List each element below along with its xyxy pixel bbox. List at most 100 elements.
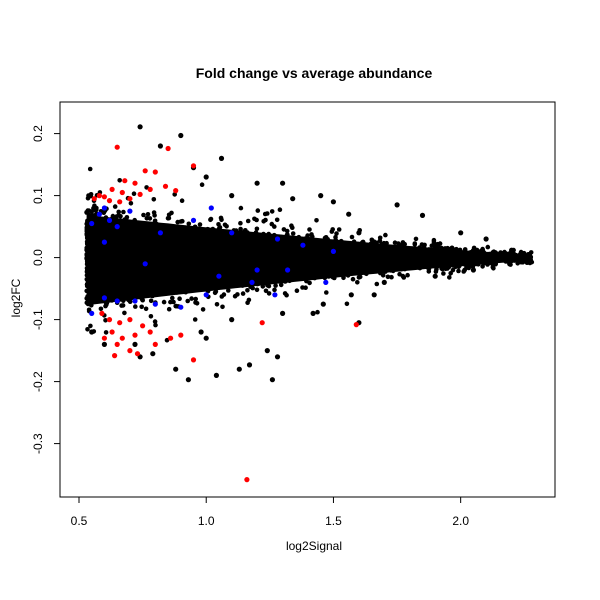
- data-point: [92, 250, 97, 255]
- data-point: [258, 246, 264, 251]
- data-point: [263, 217, 268, 223]
- data-point: [116, 209, 121, 215]
- data-point: [315, 272, 321, 278]
- y-tick-label: -0.3: [31, 433, 45, 454]
- data-point: [240, 256, 246, 262]
- black-point: [185, 377, 191, 383]
- data-point: [343, 268, 349, 274]
- data-point: [106, 295, 112, 301]
- blue-point: [96, 211, 102, 217]
- red-point: [114, 341, 120, 347]
- data-point: [333, 241, 339, 246]
- data-point: [98, 273, 103, 279]
- data-point: [85, 327, 90, 332]
- data-point: [132, 292, 137, 297]
- data-point: [104, 253, 110, 259]
- data-point: [432, 244, 437, 249]
- data-point: [114, 253, 120, 258]
- data-point: [112, 204, 118, 209]
- data-point: [185, 241, 190, 246]
- data-point: [427, 259, 433, 265]
- data-point: [446, 250, 452, 255]
- data-point: [97, 291, 103, 296]
- data-point: [383, 232, 388, 238]
- blue-point: [190, 217, 197, 223]
- black-point: [290, 196, 296, 202]
- red-point: [127, 196, 133, 202]
- data-point: [158, 255, 163, 260]
- data-point: [275, 269, 281, 274]
- data-point: [229, 263, 235, 269]
- data-point: [360, 239, 366, 245]
- black-point: [137, 124, 143, 130]
- data-point: [125, 273, 131, 278]
- data-point: [205, 247, 210, 252]
- data-point: [484, 254, 490, 259]
- data-point: [237, 282, 243, 288]
- data-point: [144, 216, 150, 221]
- blue-point: [274, 236, 281, 242]
- data-point: [137, 291, 142, 297]
- red-point: [101, 335, 107, 341]
- data-point: [285, 232, 290, 237]
- data-point: [144, 285, 150, 290]
- data-point: [344, 301, 350, 307]
- data-point: [443, 266, 448, 272]
- y-axis-label: log2FC: [9, 278, 23, 317]
- data-point: [149, 280, 155, 286]
- data-point: [94, 207, 99, 212]
- data-point: [256, 276, 261, 282]
- red-point: [134, 351, 141, 357]
- blue-point: [254, 267, 260, 273]
- black-point: [157, 143, 163, 149]
- data-point: [145, 249, 151, 254]
- data-point: [253, 254, 259, 260]
- data-point: [320, 261, 325, 266]
- data-point: [191, 262, 197, 267]
- data-point: [241, 271, 247, 276]
- data-point: [302, 261, 307, 266]
- data-point: [117, 237, 122, 243]
- data-point: [112, 242, 117, 247]
- data-point: [485, 244, 491, 250]
- data-point: [127, 224, 132, 229]
- data-point: [172, 192, 177, 197]
- data-point: [118, 214, 123, 219]
- data-point: [109, 298, 115, 303]
- data-point: [520, 260, 526, 265]
- data-point: [339, 251, 345, 257]
- data-point: [170, 226, 176, 231]
- black-point: [218, 155, 225, 161]
- data-point: [516, 253, 522, 259]
- y-tick-label: 0.0: [31, 249, 45, 266]
- data-point: [318, 240, 323, 246]
- data-point: [161, 265, 167, 270]
- black-point: [132, 341, 138, 347]
- data-point: [156, 236, 161, 241]
- data-point: [144, 266, 150, 272]
- data-point: [367, 261, 372, 266]
- data-point: [282, 242, 287, 247]
- data-point: [213, 237, 219, 243]
- x-tick-label: 1.0: [198, 514, 215, 528]
- data-point: [265, 240, 270, 246]
- data-point: [518, 249, 524, 255]
- data-point: [251, 248, 257, 253]
- data-point: [127, 287, 133, 293]
- data-point: [350, 244, 355, 250]
- data-point: [172, 278, 178, 283]
- data-point: [141, 212, 146, 218]
- data-point: [167, 238, 173, 243]
- data-point: [367, 251, 373, 257]
- data-point: [123, 253, 128, 259]
- data-point: [421, 251, 426, 256]
- data-point: [84, 296, 89, 301]
- data-point: [281, 227, 287, 232]
- data-point: [241, 247, 246, 253]
- data-point: [153, 322, 158, 328]
- data-point: [275, 273, 280, 279]
- black-point: [330, 199, 336, 205]
- red-point: [162, 183, 169, 189]
- data-point: [149, 266, 154, 272]
- data-point: [248, 265, 253, 271]
